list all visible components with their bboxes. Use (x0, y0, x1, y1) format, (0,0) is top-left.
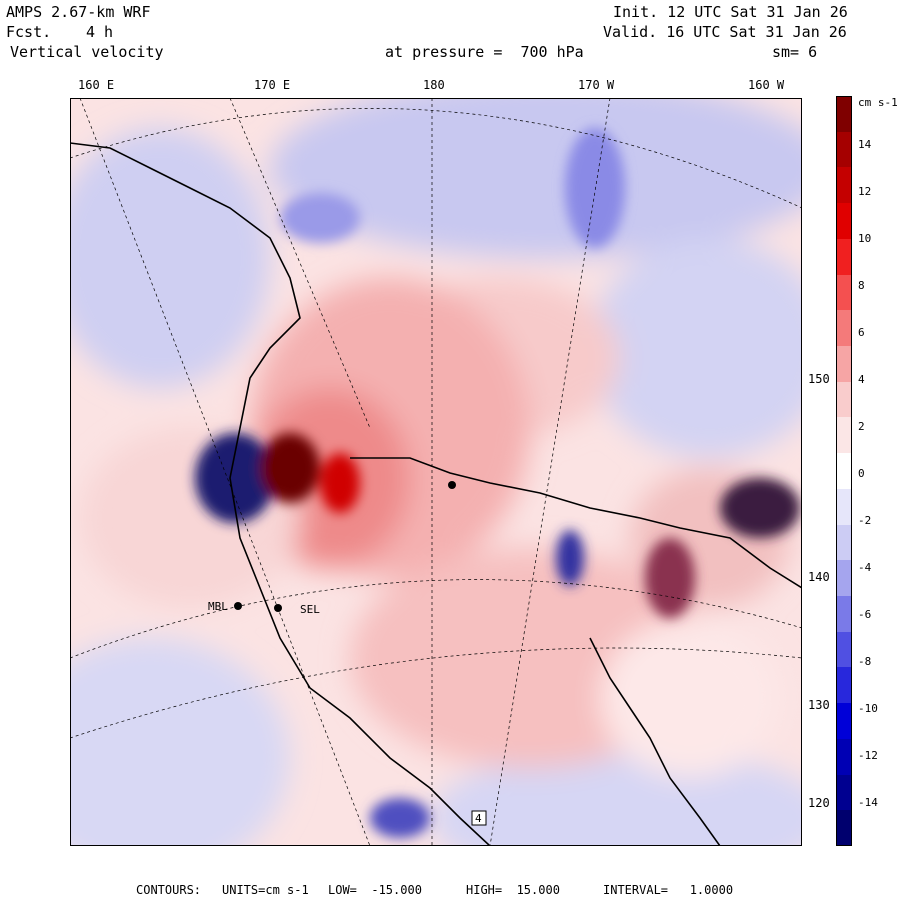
colorbar-swatch (836, 667, 852, 704)
model-title: AMPS 2.67-km WRF (6, 3, 151, 21)
colorbar-label: 10 (858, 232, 872, 245)
station-mbl: MBL (208, 600, 228, 613)
colorbar-swatch (836, 453, 852, 490)
colorbar-swatch (836, 810, 852, 847)
lat-150w: 150 W (808, 372, 845, 386)
colorbar-swatch (836, 203, 852, 240)
footer-high: HIGH= 15.000 (466, 883, 560, 897)
colorbar-swatch (836, 774, 852, 811)
colorbar-swatch (836, 560, 852, 597)
footer-low: LOW= -15.000 (328, 883, 422, 897)
colorbar-label: 12 (858, 185, 872, 198)
colorbar-swatch (836, 310, 852, 347)
colorbar-label: -14 (858, 796, 878, 809)
colorbar-label: -6 (858, 608, 872, 621)
colorbar-swatch (836, 346, 852, 383)
colorbar-label: -2 (858, 514, 872, 527)
lon-170e: 170 E (254, 78, 291, 92)
lon-160e: 160 E (78, 78, 115, 92)
vertical-velocity-map: MBL SEL 4 (70, 98, 802, 846)
station-sel: SEL (300, 603, 320, 616)
colorbar-label: 4 (858, 373, 865, 386)
colorbar-unit: cm s-1 (858, 96, 898, 109)
forecast-label: Fcst. (6, 23, 52, 41)
colorbar-label: 2 (858, 420, 865, 433)
colorbar-swatch (836, 417, 852, 454)
valid-time: Valid. 16 UTC Sat 31 Jan 26 (603, 23, 847, 41)
smoothing-value: sm= 6 (772, 43, 818, 61)
colorbar-label: -12 (858, 749, 878, 762)
colorbar (836, 96, 852, 847)
colorbar-label: -4 (858, 561, 872, 574)
colorbar-label: 0 (858, 467, 865, 480)
colorbar-swatch (836, 596, 852, 633)
init-time: Init. 12 UTC Sat 31 Jan 26 (613, 3, 848, 21)
colorbar-swatch (836, 381, 852, 418)
colorbar-swatch (836, 131, 852, 168)
colorbar-swatch (836, 738, 852, 776)
lon-160w: 160 W (748, 78, 785, 92)
colorbar-label: -10 (858, 702, 878, 715)
lat-140w: 140 W (808, 570, 845, 584)
colorbar-swatch (836, 238, 852, 276)
colorbar-swatch (836, 274, 852, 311)
lat-120w: 120 W (808, 796, 845, 810)
colorbar-swatch (836, 631, 852, 668)
colorbar-label: 8 (858, 279, 865, 292)
footer-interval: INTERVAL= 1.0000 (603, 883, 734, 897)
colorbar-swatch (836, 488, 852, 526)
colorbar-label: -8 (858, 655, 872, 668)
colorbar-swatch (836, 703, 852, 740)
field-name: Vertical velocity (10, 43, 164, 61)
lat-130w: 130 W (808, 698, 845, 712)
station-4: 4 (475, 812, 482, 825)
footer-contours: CONTOURS: (136, 883, 202, 897)
colorbar-swatch (836, 96, 852, 133)
forecast-hours: 4 h (86, 23, 114, 41)
lon-170w: 170 W (578, 78, 615, 92)
colorbar-label: 14 (858, 138, 872, 151)
colorbar-swatch (836, 167, 852, 204)
pressure-level: at pressure = 700 hPa (385, 43, 584, 61)
colorbar-swatch (836, 524, 852, 561)
lon-180: 180 (423, 78, 445, 92)
colorbar-label: 6 (858, 326, 865, 339)
footer-units: UNITS=cm s-1 (222, 883, 309, 897)
colorbar-frame (836, 96, 852, 846)
